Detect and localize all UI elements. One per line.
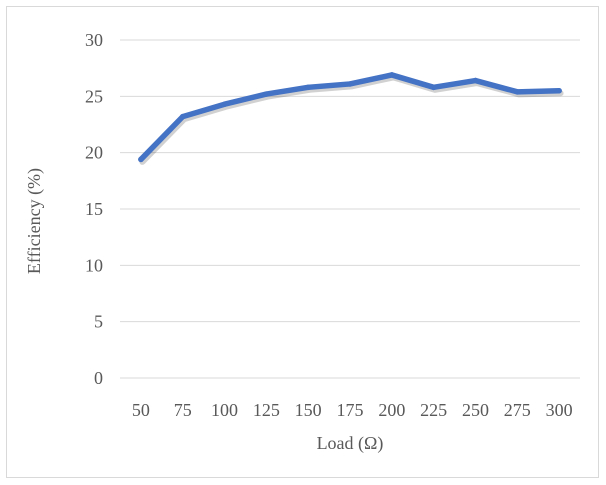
x-tick-label: 225: [420, 400, 447, 420]
y-tick-label: 15: [85, 199, 103, 219]
x-tick-label: 300: [546, 400, 573, 420]
data-point: [263, 91, 270, 97]
x-tick-label: 200: [378, 400, 405, 420]
y-tick-labels: 0 5 10 15 20 25 30: [85, 30, 103, 388]
x-tick-label: 50: [132, 400, 150, 420]
x-tick-label: 275: [504, 400, 531, 420]
data-point: [138, 156, 144, 163]
x-tick-labels: 50 75 100 125 150 175 200 225 250 275 300: [132, 400, 573, 420]
data-point: [472, 77, 479, 84]
y-tick-label: 10: [85, 255, 103, 275]
y-tick-label: 20: [85, 143, 103, 163]
data-point: [514, 89, 521, 95]
x-tick-label: 250: [462, 400, 489, 420]
y-tick-label: 5: [94, 312, 103, 332]
data-point: [179, 113, 186, 120]
series-group: [138, 72, 564, 165]
y-axis-title: Efficiency (%): [24, 168, 45, 274]
y-tick-label: 30: [85, 30, 103, 50]
data-point: [556, 87, 562, 94]
x-tick-label: 75: [174, 400, 192, 420]
x-tick-label: 175: [337, 400, 364, 420]
data-point: [221, 101, 228, 107]
x-axis-title: Load (Ω): [317, 433, 384, 454]
data-point: [305, 84, 311, 91]
data-point: [430, 84, 437, 91]
x-tick-label: 150: [295, 400, 322, 420]
gridlines: [120, 39, 580, 379]
series-line-shadow: [139, 74, 564, 165]
x-tick-label: 125: [253, 400, 280, 420]
x-tick-label: 100: [211, 400, 238, 420]
data-point: [389, 72, 395, 78]
y-tick-label: 0: [94, 368, 103, 388]
data-point: [347, 81, 353, 87]
y-tick-label: 25: [85, 86, 103, 106]
